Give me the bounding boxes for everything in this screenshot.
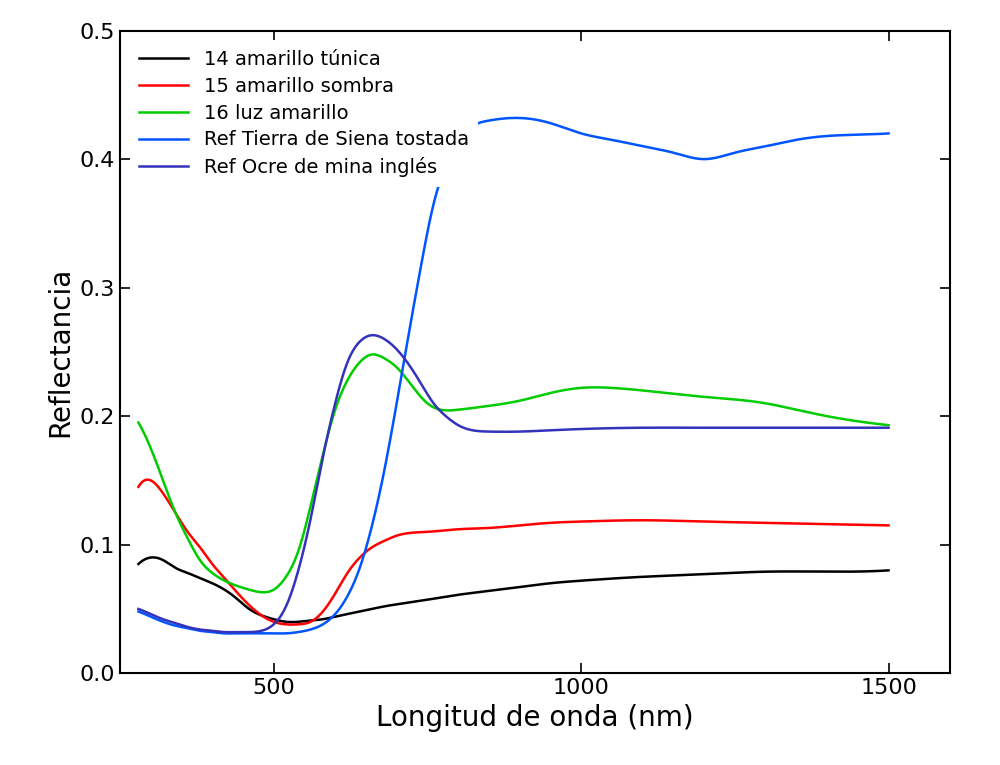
15 amarillo sombra [883, 521, 895, 530]
Ref Ocre de mina inglés [437, 409, 449, 418]
16 luz amarillo [732, 396, 744, 405]
14 amarillo túnica [286, 617, 298, 627]
15 amarillo sombra [286, 620, 298, 629]
Ref Tierra de Siena tostada [649, 144, 661, 153]
Ref Tierra de Siena tostada [510, 113, 522, 122]
15 amarillo sombra [732, 518, 744, 527]
16 luz amarillo [649, 387, 661, 396]
Ref Tierra de Siena tostada [732, 147, 744, 156]
Ref Ocre de mina inglés [883, 423, 895, 432]
Ref Tierra de Siena tostada [437, 170, 449, 179]
Line: 16 luz amarillo: 16 luz amarillo [138, 354, 889, 592]
14 amarillo túnica [883, 566, 895, 575]
14 amarillo túnica [437, 592, 449, 601]
Ref Ocre de mina inglés [209, 627, 221, 636]
14 amarillo túnica [732, 568, 744, 578]
14 amarillo túnica [649, 571, 661, 581]
Ref Ocre de mina inglés [464, 425, 476, 435]
16 luz amarillo [883, 421, 895, 430]
14 amarillo túnica [210, 581, 222, 590]
16 luz amarillo [437, 405, 449, 415]
Ref Ocre de mina inglés [649, 423, 661, 432]
X-axis label: Longitud de onda (nm): Longitud de onda (nm) [376, 704, 694, 731]
16 luz amarillo [719, 394, 731, 403]
16 luz amarillo [132, 418, 144, 427]
15 amarillo sombra [719, 517, 731, 526]
15 amarillo sombra [437, 526, 449, 535]
Line: 14 amarillo túnica: 14 amarillo túnica [138, 558, 889, 622]
15 amarillo sombra [132, 482, 144, 491]
Ref Tierra de Siena tostada [209, 628, 221, 637]
Ref Ocre de mina inglés [223, 627, 235, 636]
15 amarillo sombra [141, 475, 153, 484]
16 luz amarillo [367, 350, 379, 359]
Line: Ref Tierra de Siena tostada: Ref Tierra de Siena tostada [138, 118, 889, 633]
Y-axis label: Reflectancia: Reflectancia [46, 267, 74, 437]
16 luz amarillo [464, 404, 476, 413]
16 luz amarillo [258, 588, 270, 597]
Line: 15 amarillo sombra: 15 amarillo sombra [138, 480, 889, 624]
16 luz amarillo [209, 571, 221, 580]
Ref Tierra de Siena tostada [464, 123, 476, 132]
Ref Tierra de Siena tostada [719, 151, 731, 160]
14 amarillo túnica [132, 559, 144, 568]
Ref Tierra de Siena tostada [883, 129, 895, 138]
Ref Tierra de Siena tostada [132, 607, 144, 616]
15 amarillo sombra [464, 524, 476, 533]
15 amarillo sombra [210, 564, 222, 573]
14 amarillo túnica [464, 588, 476, 597]
14 amarillo túnica [719, 568, 731, 578]
Ref Tierra de Siena tostada [223, 629, 235, 638]
15 amarillo sombra [649, 516, 661, 525]
14 amarillo túnica [147, 553, 159, 562]
Ref Ocre de mina inglés [367, 330, 379, 340]
Line: Ref Ocre de mina inglés: Ref Ocre de mina inglés [138, 335, 889, 632]
Ref Ocre de mina inglés [719, 423, 731, 432]
Legend: 14 amarillo túnica, 15 amarillo sombra, 16 luz amarillo, Ref Tierra de Siena tos: 14 amarillo túnica, 15 amarillo sombra, … [130, 41, 478, 187]
Ref Ocre de mina inglés [132, 604, 144, 614]
Ref Ocre de mina inglés [732, 423, 744, 432]
